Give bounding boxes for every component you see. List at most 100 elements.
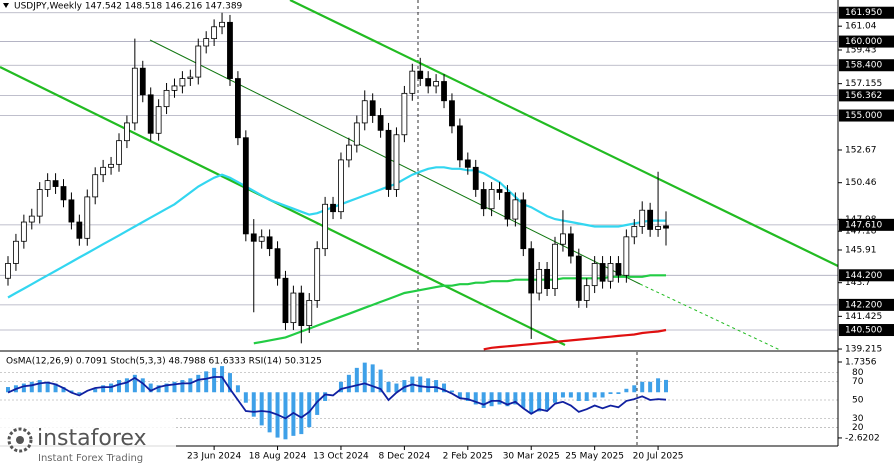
osma-bar: [449, 390, 454, 393]
candle-body: [5, 263, 11, 279]
trendline: [639, 283, 781, 351]
osma-bar: [584, 392, 589, 401]
osma-bar: [497, 392, 502, 405]
candle-body: [552, 243, 558, 290]
candle-body: [377, 115, 384, 131]
candle-body: [599, 263, 606, 282]
candle-body: [520, 199, 527, 250]
candle-body: [219, 21, 225, 28]
osma-bar: [560, 392, 565, 398]
candle-body: [171, 85, 178, 91]
candle-body: [124, 122, 130, 142]
x-tick-label: 8 Dec 2024: [378, 452, 430, 462]
osma-bar: [616, 392, 621, 395]
osma-bar: [608, 392, 613, 395]
candle-body: [369, 100, 376, 116]
osma-bar: [553, 392, 558, 403]
candle-body: [639, 209, 646, 227]
candle-body: [512, 199, 519, 220]
candle-body: [187, 76, 194, 79]
osma-bar: [513, 392, 518, 405]
level-label-box: [839, 218, 894, 231]
osma-bar: [442, 383, 447, 393]
candle-body: [195, 45, 202, 78]
candle-body: [258, 236, 265, 242]
osma-bar: [576, 392, 581, 401]
rsi-tick-label: 70: [852, 377, 864, 387]
osma-bar: [21, 383, 26, 393]
candle-body: [52, 180, 59, 187]
osma-bar: [600, 392, 605, 398]
osma-bar: [196, 374, 201, 393]
candle-layer: [5, 12, 669, 344]
osma-bar: [6, 387, 10, 393]
osma-bar: [362, 362, 367, 393]
osma-bar: [521, 392, 526, 408]
logo-dot: [16, 436, 24, 444]
x-tick-label: 18 Aug 2024: [249, 452, 307, 462]
candle-body: [108, 163, 114, 168]
candle-body: [84, 196, 91, 239]
candle-body: [68, 199, 75, 223]
candle-body: [92, 174, 99, 198]
candle-body: [36, 189, 43, 217]
osma-bar: [315, 392, 320, 415]
level-label: 156.362: [845, 91, 882, 101]
axis-layer: 161.04159.43157.155152.67150.46147.98147…: [187, 6, 894, 462]
osma-bar: [140, 378, 145, 393]
candle-body: [560, 233, 566, 245]
osma-bar: [101, 385, 106, 393]
osma-bar: [592, 392, 597, 398]
candle-body: [28, 215, 35, 223]
trendlines: [0, 0, 839, 351]
osma-tick-label: -2.6202: [845, 433, 880, 443]
candle-body: [322, 203, 329, 250]
trendline: [0, 66, 566, 346]
y-tick-label: 161.04: [845, 22, 877, 32]
osma-bar: [148, 383, 153, 393]
osma-bar: [323, 392, 328, 401]
level-label-box: [839, 109, 894, 122]
x-tick-label: 20 Jul 2025: [633, 452, 684, 462]
osma-bar: [378, 369, 383, 393]
osma-bar: [354, 367, 359, 393]
osma-bar: [418, 376, 423, 393]
candle-body: [504, 192, 511, 220]
level-label: 161.950: [845, 8, 882, 18]
y-tick-label: 145.91: [845, 246, 877, 256]
candle-body: [116, 140, 122, 165]
candle-body: [409, 70, 416, 94]
osma-bar: [434, 380, 439, 393]
candle-body: [227, 21, 233, 79]
osma-bar: [204, 371, 209, 393]
candle-body: [211, 26, 218, 40]
candle-body: [544, 268, 550, 290]
candle-body: [353, 122, 360, 146]
candle-body: [647, 209, 654, 230]
level-label: 140.500: [845, 326, 882, 336]
candle-body: [131, 67, 138, 124]
candle-body: [631, 226, 638, 238]
y-tick-label: 152.67: [845, 146, 877, 156]
osma-bar: [457, 392, 462, 398]
candle-body: [76, 221, 83, 239]
moving-average: [7, 166, 666, 299]
osma-bar: [465, 392, 470, 401]
candle-body: [298, 292, 305, 326]
osma-bar: [640, 381, 645, 393]
candle-body: [615, 263, 622, 276]
level-label: 147.610: [845, 220, 882, 230]
candle-body: [266, 236, 273, 250]
osma-bar: [489, 392, 494, 407]
candle-body: [607, 263, 614, 282]
x-tick-label: 23 Jun 2024: [187, 452, 241, 462]
candle-body: [488, 189, 495, 210]
candle-body: [282, 277, 289, 324]
osma-bar: [370, 364, 375, 393]
osma-bar: [180, 380, 185, 393]
candle-body: [274, 248, 281, 279]
osma-bar: [164, 383, 169, 393]
candle-body: [425, 78, 432, 87]
osma-bar: [545, 392, 550, 410]
candle-body: [155, 106, 162, 134]
